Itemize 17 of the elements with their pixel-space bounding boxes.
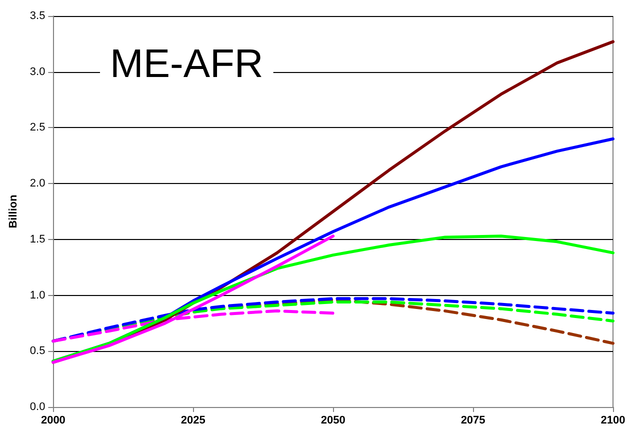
y-tick-label: 0.0 <box>30 401 46 413</box>
y-tick-label: 2.0 <box>30 178 46 190</box>
y-tick-label: 1.0 <box>30 289 46 302</box>
line-series <box>52 234 614 363</box>
y-tick-label: 3.5 <box>30 10 46 22</box>
y-tick-label: 0.5 <box>30 345 46 358</box>
y-axis-title: Billion <box>8 194 20 228</box>
y-tick-label: 1.5 <box>30 233 46 246</box>
y-tick-label: 3.0 <box>30 66 46 78</box>
x-tick-label: 2100 <box>600 414 626 426</box>
x-tick-label: 2075 <box>460 414 486 426</box>
x-tick-label: 2000 <box>40 414 66 426</box>
line-series <box>52 234 335 364</box>
y-tick-label: 2.5 <box>30 122 46 134</box>
text: ME-AFR <box>110 42 264 86</box>
x-tick-label: 2025 <box>180 414 206 426</box>
x-tick-label: 2050 <box>320 414 346 426</box>
